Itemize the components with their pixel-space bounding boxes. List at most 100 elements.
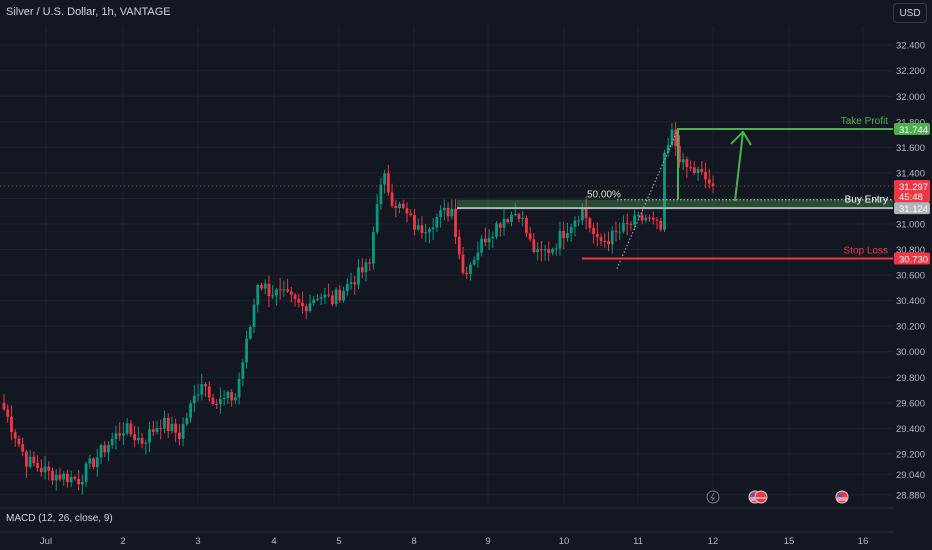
us-flag-icon[interactable] <box>754 490 768 504</box>
candle-body <box>584 207 588 219</box>
candle-body <box>357 267 360 285</box>
fib-trend-line <box>616 128 679 269</box>
candle-body <box>62 473 66 480</box>
candle-body <box>323 294 327 298</box>
candle-body <box>495 223 498 237</box>
candle-body <box>118 433 122 436</box>
candle-body <box>435 217 439 228</box>
x-tick-label: 10 <box>559 536 570 547</box>
candle-body <box>256 285 260 305</box>
candle-body <box>24 451 28 467</box>
target-arrow-shaft <box>734 131 744 202</box>
stop-loss-badge-text: 30.730 <box>899 254 928 265</box>
y-tick-label: 30.200 <box>896 322 925 333</box>
candle-body <box>678 146 681 163</box>
candle-body <box>192 395 196 404</box>
symbol-title[interactable]: Silver / U.S. Dollar, 1h, VANTAGE <box>6 6 171 18</box>
candle-body <box>521 217 525 219</box>
candle-body <box>13 432 17 439</box>
price-axis[interactable]: 32.400 32.200 32.000 31.800 31.600 31.400 31.2… <box>896 41 925 502</box>
candle-body <box>711 183 715 187</box>
x-tick-label: 15 <box>784 536 795 547</box>
candle-body <box>286 289 289 292</box>
candle-body <box>476 252 480 261</box>
candle-body <box>69 476 73 483</box>
candle-body <box>607 241 610 245</box>
candle-body <box>174 423 178 433</box>
candle-body <box>32 456 36 464</box>
candle-body <box>338 289 342 301</box>
candle-body <box>151 429 155 432</box>
candle-body <box>599 236 603 242</box>
candle-body <box>595 233 599 237</box>
fib-50-label: 50.00% <box>587 190 621 201</box>
take-profit-badge-text: 31.744 <box>899 125 928 136</box>
candle-body <box>707 179 711 184</box>
currency-button[interactable]: USD <box>893 3 927 23</box>
candle-body <box>636 214 640 216</box>
y-tick-label: 29.600 <box>896 398 925 409</box>
candle-body <box>428 229 431 233</box>
candle-body <box>573 220 577 227</box>
candle-body <box>133 434 137 441</box>
x-tick-label: 8 <box>411 536 416 547</box>
macd-indicator-label[interactable]: MACD (12, 26, close, 9) <box>6 513 113 524</box>
candle-body <box>554 248 558 250</box>
candle-body <box>263 283 267 289</box>
entry-badge <box>894 202 930 215</box>
candle-body <box>704 171 707 180</box>
candle-body <box>6 409 10 417</box>
candle-body <box>383 173 387 185</box>
candle-body <box>222 398 226 400</box>
candle-body <box>472 260 476 265</box>
y-tick-label: 30.400 <box>896 296 925 307</box>
y-tick-label: 31.600 <box>896 143 925 154</box>
candle-body <box>386 173 390 193</box>
candle-body <box>469 264 472 275</box>
y-tick-label: 31.000 <box>896 219 925 230</box>
candle-body <box>498 223 502 228</box>
y-tick-label: 28.880 <box>896 490 925 501</box>
candle-body <box>655 219 659 221</box>
take-profit-badge <box>894 122 930 135</box>
candle-body <box>54 474 58 481</box>
us-flag-icon[interactable] <box>835 490 849 504</box>
event-icons[interactable] <box>706 490 849 504</box>
candle-body <box>136 437 140 441</box>
candle-body <box>372 232 375 264</box>
candle-body <box>517 214 521 219</box>
candle-body <box>114 433 118 440</box>
candle-body <box>431 227 435 230</box>
candle-body <box>200 384 204 395</box>
candle-body <box>513 214 517 216</box>
candle-body <box>226 392 230 399</box>
candle-body <box>334 289 338 305</box>
candle-body <box>155 428 159 432</box>
entry-badge-text: 31.124 <box>899 204 928 215</box>
x-tick-label: 4 <box>271 536 276 547</box>
candle-body <box>547 249 551 253</box>
candle-body <box>308 303 312 312</box>
x-tick-label: 12 <box>708 536 719 547</box>
candle-body <box>260 285 263 289</box>
candle-body <box>92 458 95 468</box>
y-tick-label: 30.000 <box>896 347 925 358</box>
candle-body <box>80 481 84 485</box>
candle-body <box>465 272 469 275</box>
candle-body <box>99 445 103 458</box>
candle-body <box>413 215 416 230</box>
candle-body <box>506 219 510 222</box>
candle-body <box>487 238 491 243</box>
candle-body <box>457 236 461 255</box>
time-axis[interactable]: Jul 2 3 4 5 8 9 10 11 12 15 16 <box>0 507 893 547</box>
lightning-icon[interactable] <box>706 490 720 504</box>
candle-body <box>28 456 32 467</box>
candle-body <box>219 398 222 405</box>
candle-body <box>110 439 114 445</box>
candle-body <box>588 218 592 228</box>
x-tick-label: 11 <box>633 536 643 547</box>
x-tick-label: 2 <box>120 536 125 547</box>
candle-body <box>610 230 614 245</box>
candle-body <box>144 442 148 444</box>
